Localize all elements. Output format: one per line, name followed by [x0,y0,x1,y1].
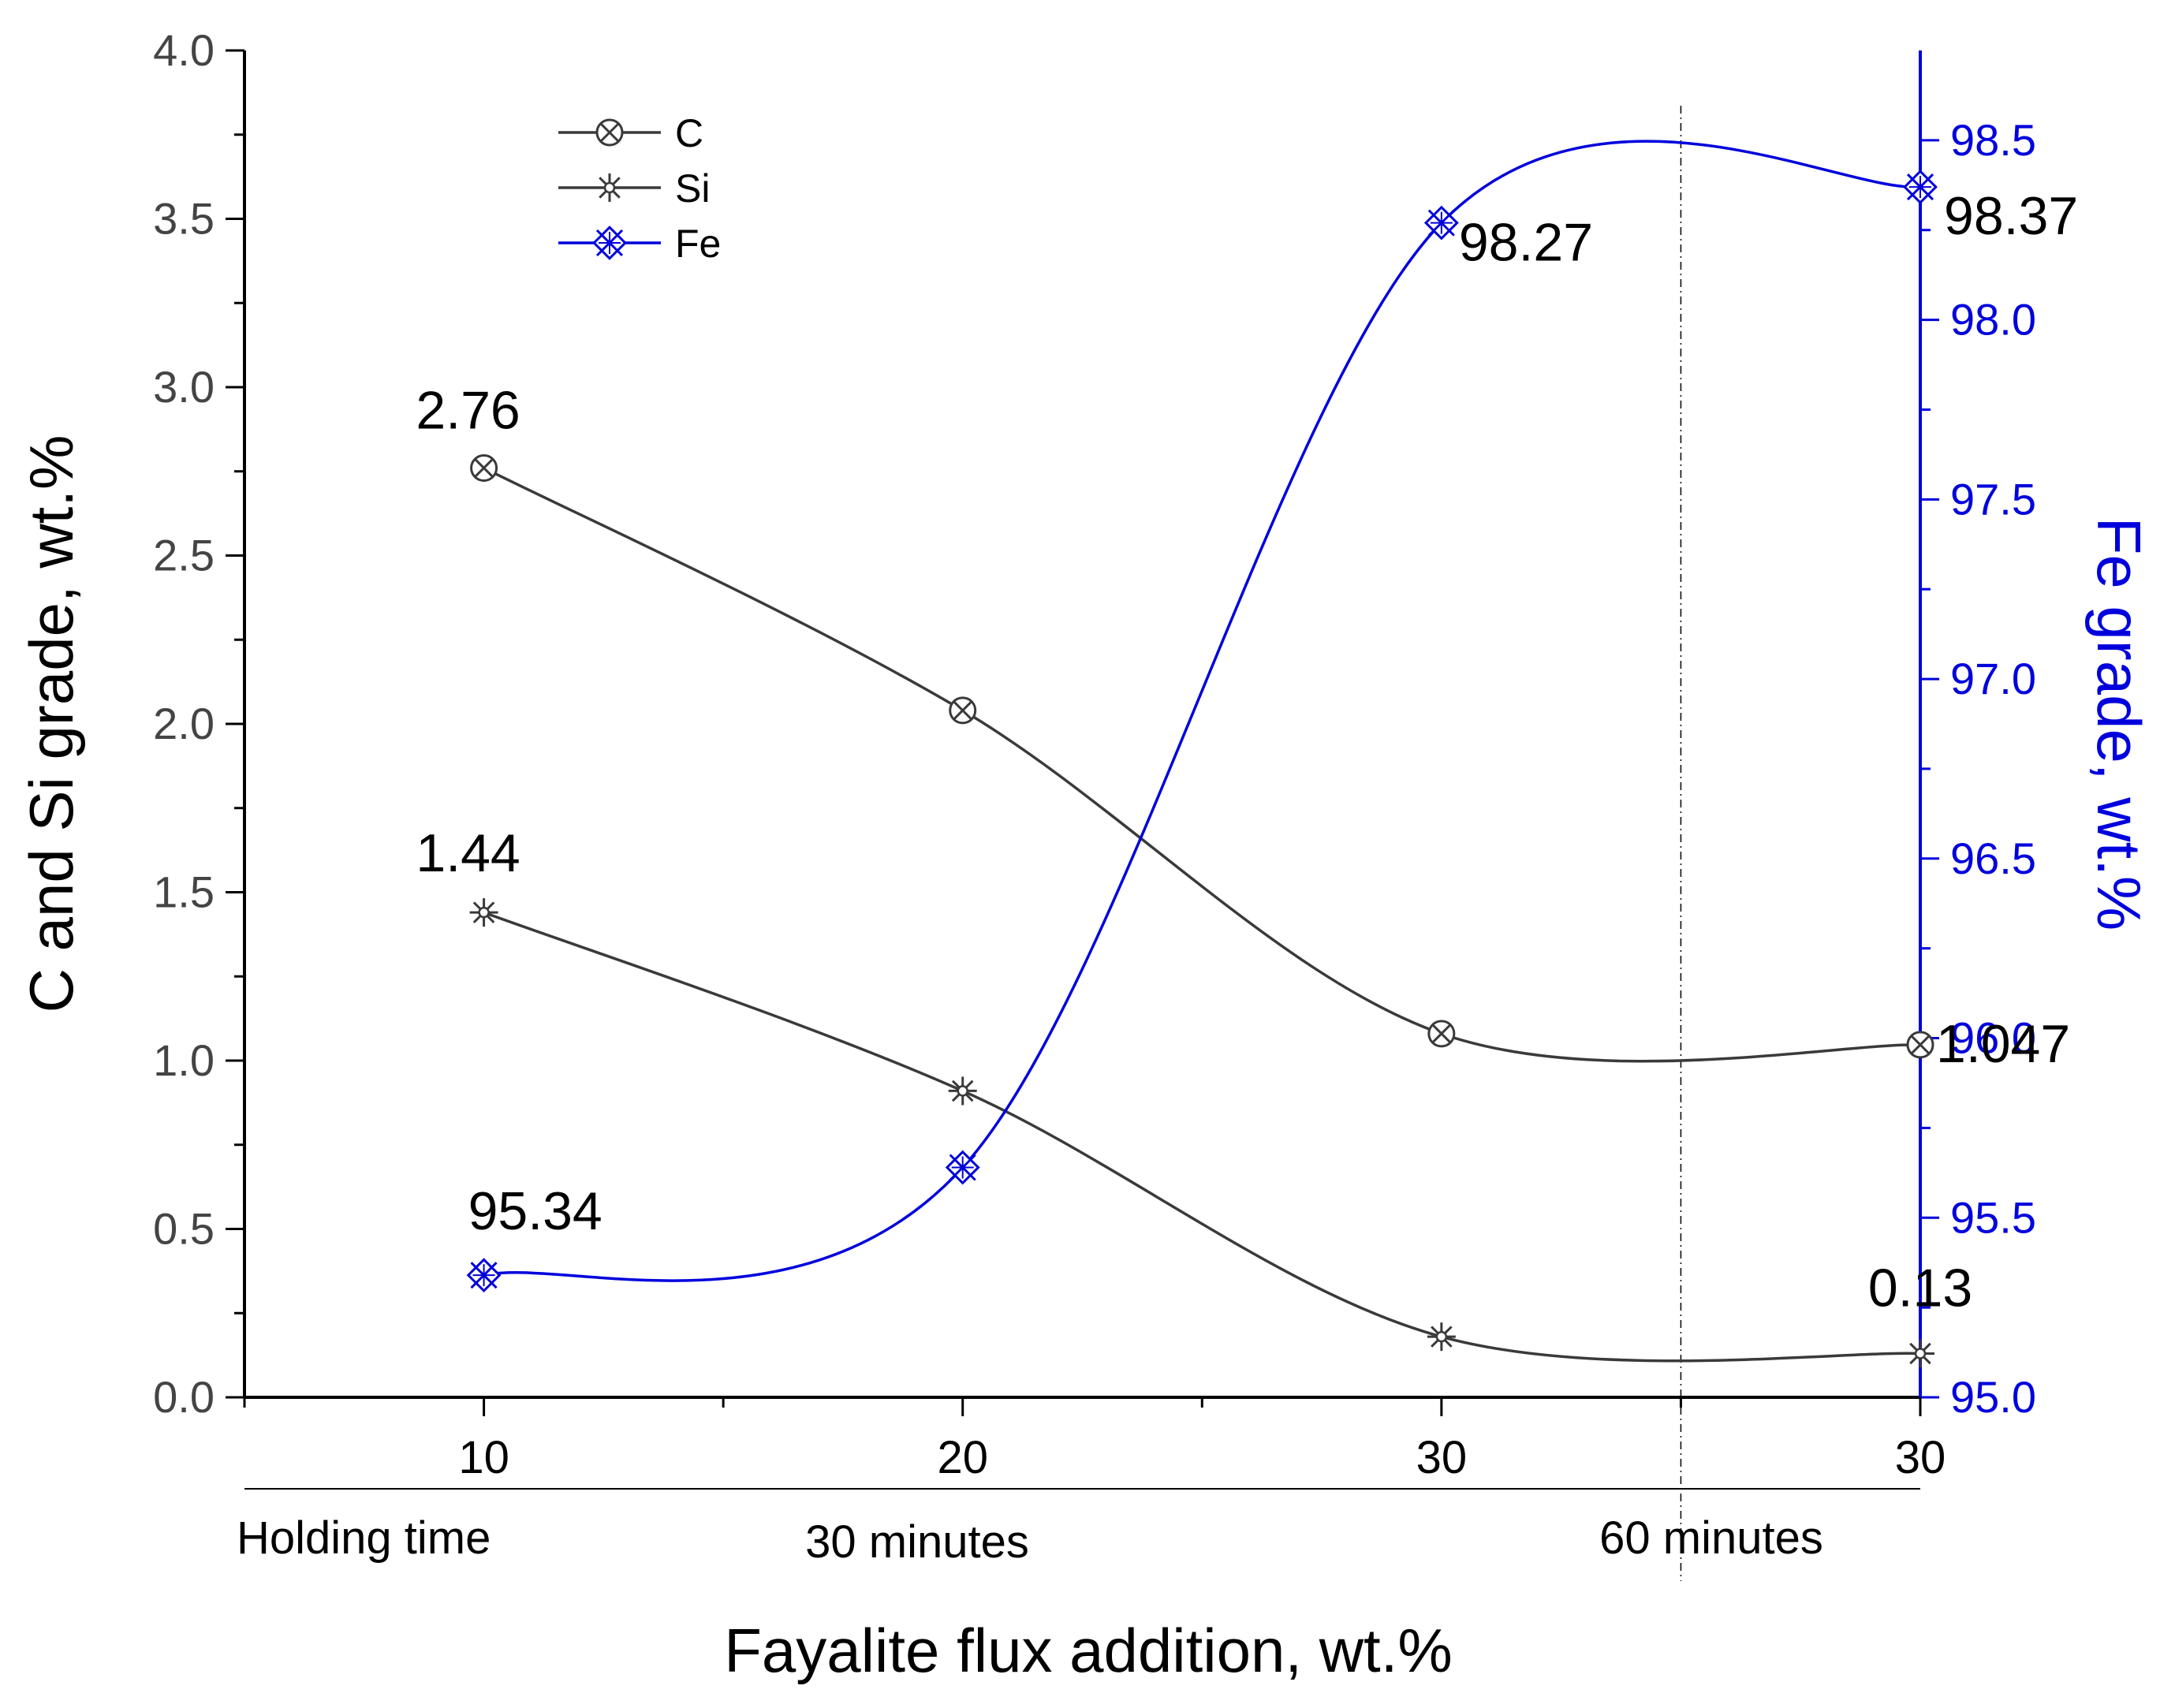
data-label: 98.27 [1459,213,1593,273]
data-label: 2.76 [416,380,520,440]
holding-time-group: 30 minutes [805,1516,1029,1568]
right-y-tick-label: 95.5 [1950,1192,2036,1242]
data-point-fe [466,1258,502,1293]
left-y-tick-label: 1.5 [153,867,215,917]
x-tick-label: 20 [937,1432,988,1483]
left-y-tick-label: 0.0 [153,1372,215,1422]
right-y-tick-label: 96.0 [1950,1013,2036,1063]
left-y-tick-label: 4.0 [153,25,215,75]
data-label: 98.37 [1944,186,2078,246]
x-tick-label: 30 [1416,1432,1468,1483]
data-point-fe [1423,205,1459,241]
data-point-c [470,453,498,482]
right-y-axis-title: Fe grade, wt.% [2084,517,2154,931]
x-tick-label: 30 [1895,1432,1946,1483]
left-y-tick-label: 3.5 [153,194,215,244]
legend-marker-si [595,173,624,202]
right-y-tick-label: 97.5 [1950,474,2036,524]
legend-entry: Si [675,166,710,211]
legend-entry: C [675,111,703,155]
data-point-si [1906,1339,1934,1368]
left-y-tick-label: 1.0 [153,1035,215,1085]
right-y-tick-label: 95.0 [1950,1372,2036,1422]
data-point-fe [945,1150,980,1185]
data-point-c [1427,1020,1456,1048]
left-y-tick-label: 0.5 [153,1204,215,1254]
right-y-tick-label: 97.0 [1950,654,2036,703]
legend-marker-c [595,118,624,147]
data-label: 0.13 [1868,1258,1972,1318]
data-point-si [1427,1322,1456,1352]
x-axis-title: Fayalite flux addition, wt.% [724,1616,1452,1685]
right-y-tick-label: 98.5 [1950,115,2036,165]
right-y-tick-label: 96.5 [1950,833,2036,883]
left-y-tick-label: 3.0 [153,362,215,412]
right-y-tick-label: 98.0 [1950,295,2036,345]
x-tick-label: 10 [458,1432,509,1483]
data-label: 1.047 [1936,1014,2070,1074]
data-point-c [1906,1031,1934,1059]
data-point-si [948,1076,977,1106]
data-point-si [469,898,498,927]
holding-time-group: 60 minutes [1599,1512,1823,1564]
data-point-c [949,696,977,725]
data-label: 95.34 [468,1181,603,1241]
left-y-tick-label: 2.5 [153,531,215,580]
series-line-si [483,911,1921,1363]
legend-marker-fe [592,226,627,260]
holding-time-label: Holding time [237,1512,491,1564]
data-label: 1.44 [416,823,520,883]
plot-area: 0.0 0.5 1.0 1.5 2.0 2.5 3.0 3.5 4.0 95.0 95.5 96.0 9… [17,25,2154,1685]
left-y-tick-label: 2.0 [153,699,215,748]
series-line-fe [483,140,1921,1282]
data-point-fe [1903,170,1938,204]
series-line-c [483,466,1921,1063]
legend-entry: Fe [675,222,721,266]
left-y-axis-title: C and Si grade, wt.% [17,435,86,1013]
